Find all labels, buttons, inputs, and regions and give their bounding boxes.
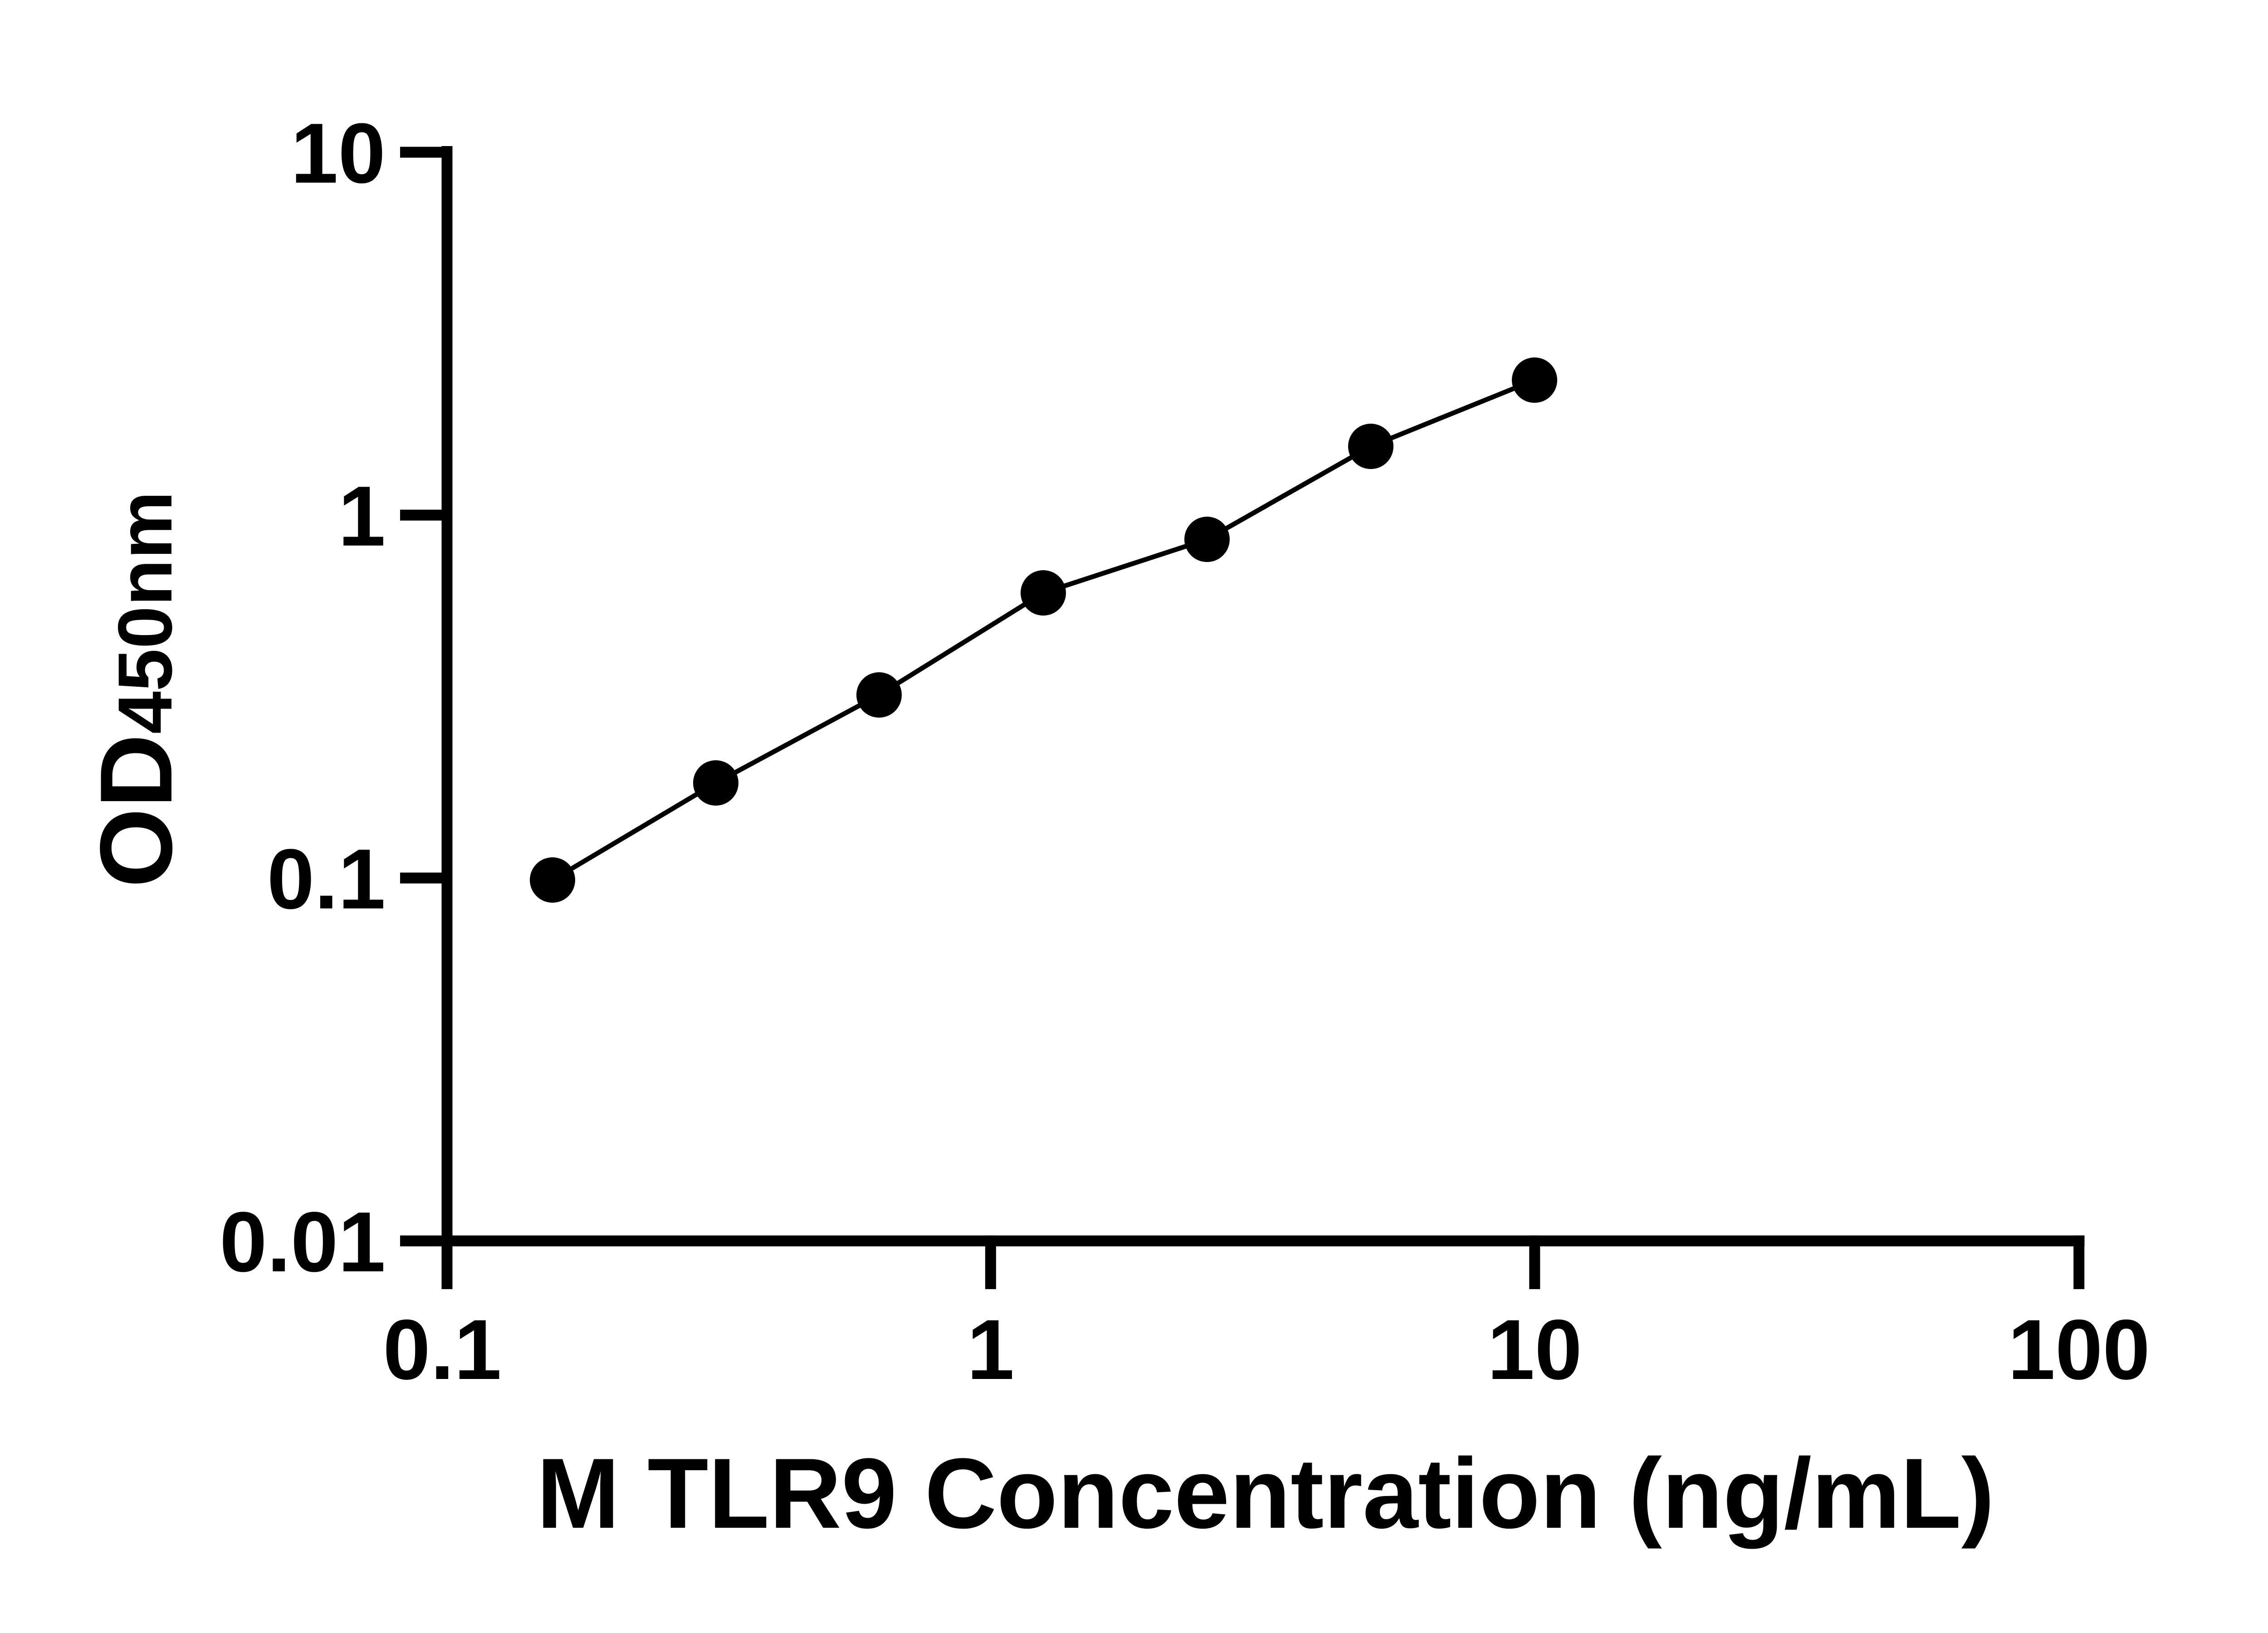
svg-text:1: 1: [967, 1302, 1015, 1397]
svg-text:0.1: 0.1: [383, 1302, 501, 1397]
svg-text:1: 1: [338, 469, 386, 564]
svg-text:M TLR9 Concentration (ng/mL): M TLR9 Concentration (ng/mL): [537, 1437, 1994, 1549]
svg-text:0.1: 0.1: [267, 831, 386, 927]
svg-text:10: 10: [291, 106, 386, 201]
svg-text:100: 100: [2008, 1302, 2150, 1397]
svg-text:10: 10: [1487, 1302, 1582, 1397]
svg-text:0.01: 0.01: [220, 1194, 386, 1290]
